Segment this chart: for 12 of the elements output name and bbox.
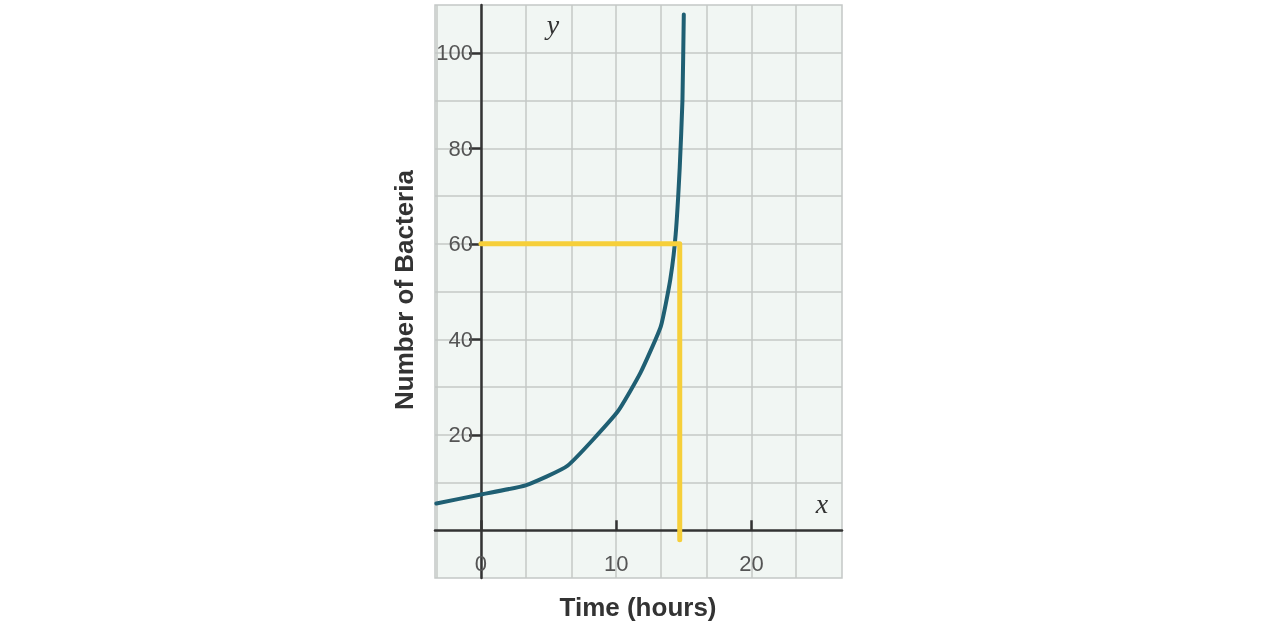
- y-tick-label: 60: [448, 231, 473, 257]
- annotation: y: [543, 8, 560, 40]
- x-tick-label: 10: [603, 550, 629, 576]
- y-tick-label: 80: [448, 135, 473, 161]
- annotation: x: [814, 487, 829, 519]
- y-tick-label: 40: [448, 326, 473, 352]
- y-tick-label: 100: [436, 40, 473, 66]
- line-series: [434, 12, 686, 506]
- y-axis-title: Number of Bacteria: [389, 169, 419, 410]
- x-axis-title: Time (hours): [559, 592, 717, 622]
- y-tick-label: 20: [448, 422, 473, 448]
- x-tick-label: 20: [739, 550, 764, 576]
